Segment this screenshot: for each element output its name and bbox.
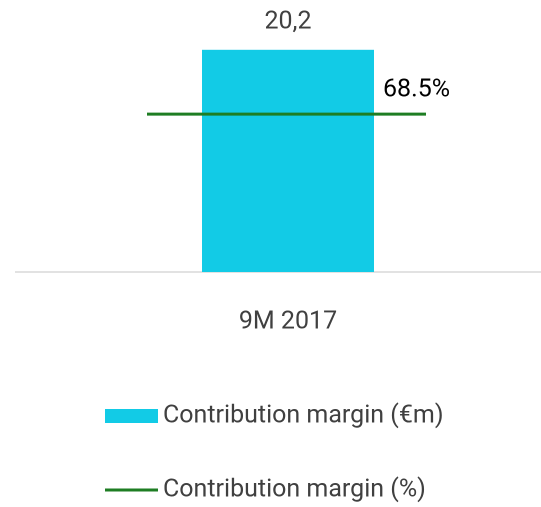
value-label: 68.5% [383,75,450,104]
legend-label: Contribution margin (€m) [163,401,444,430]
bar [202,49,374,272]
legend-swatch [105,409,158,423]
x-tick-label: 9M 2017 [239,307,337,336]
value-label: 20,2 [264,6,311,35]
legend-label: Contribution margin (%) [163,475,426,504]
